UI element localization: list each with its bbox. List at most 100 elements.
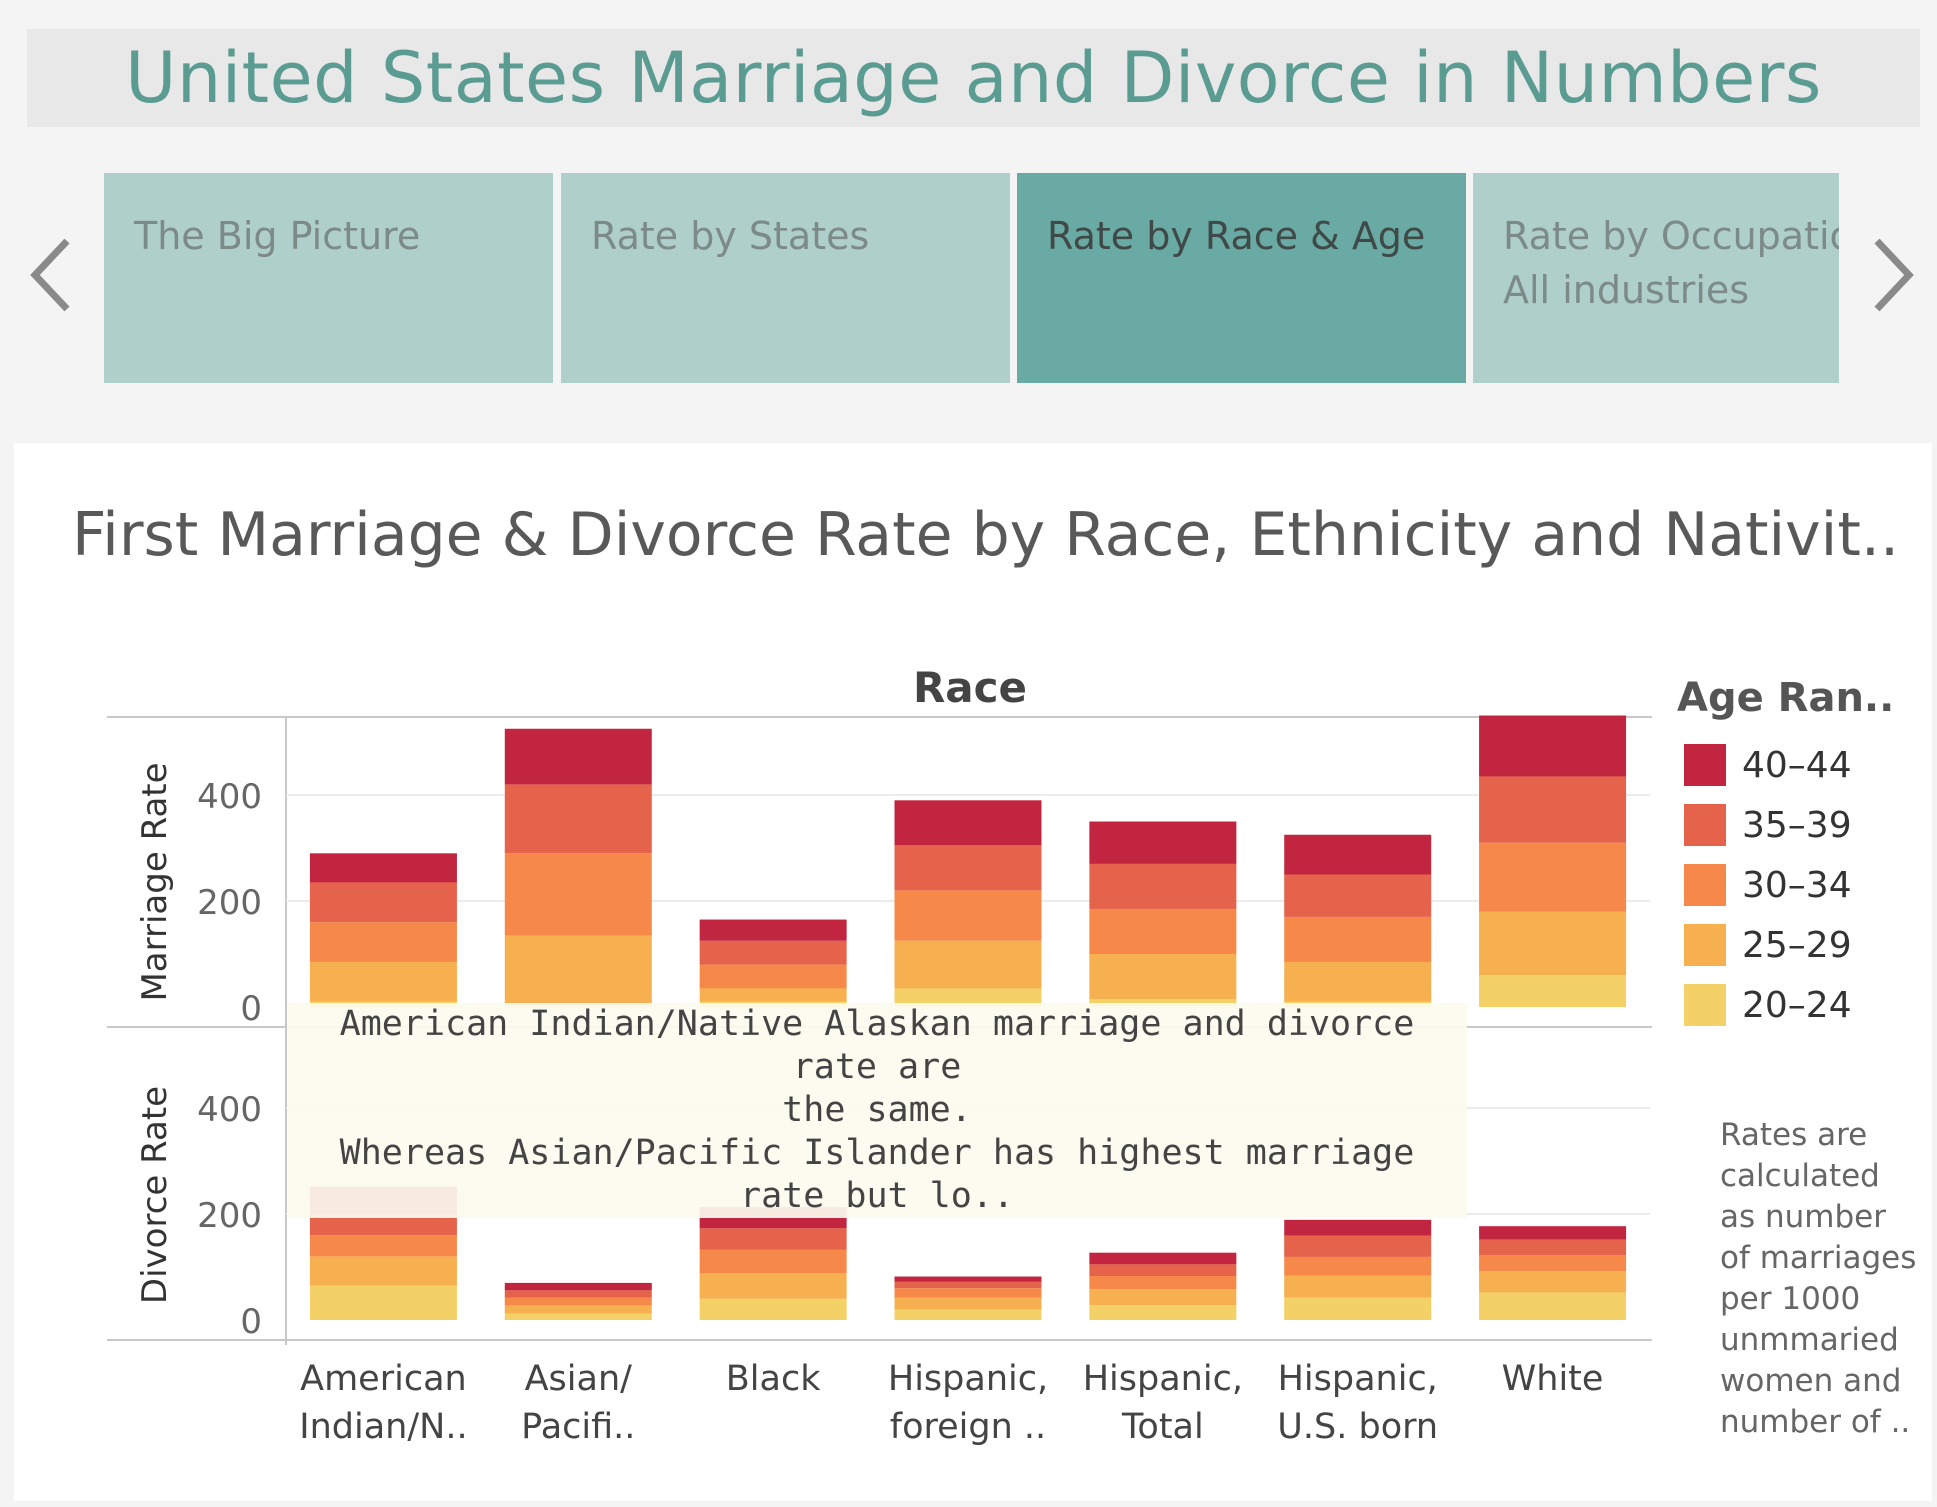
bar-segment [1284,1297,1432,1320]
bar-segment [1479,1255,1627,1272]
x-tick-label: Hispanic, [1083,1359,1243,1399]
bar-segment [1479,1271,1627,1293]
column-header: Race [913,663,1027,712]
legend-item-30-34[interactable]: 30–34 [1684,863,1852,907]
legend-label: 20–24 [1742,984,1852,1026]
bar-segment [1479,1226,1627,1240]
bar-segment [1089,1276,1237,1290]
bar-segment [894,1281,1042,1289]
story-point-sublabel: All industries [1503,268,1750,312]
bar-segment [1284,1235,1432,1257]
story-point-label: Rate by Occupation [1503,214,1839,258]
annotation-line: Whereas Asian/Pacific Islander has highe… [339,1133,1415,1216]
legend-label: 35–39 [1742,804,1852,846]
bar-segment [1089,1305,1237,1320]
bar-segment [1284,961,1432,1002]
legend-swatch [1684,804,1726,846]
bar-segment [504,935,652,1005]
bar-segment [504,1282,652,1291]
bar-segment [894,890,1042,941]
x-tick-label: Black [726,1359,821,1399]
bar-segment [1089,863,1237,909]
x-tick-label: foreign .. [890,1407,1046,1447]
bar-segment [894,1297,1042,1310]
next-story-button[interactable] [1862,230,1922,320]
story-point-rate-by-states[interactable]: Rate by States [561,173,1010,383]
bar-segment [1089,1252,1237,1265]
bar-segment [504,1313,652,1320]
bar-segment [309,1214,457,1236]
dashboard-title-bar: United States Marriage and Divorce in Nu… [27,29,1920,127]
bar-segment [309,1256,457,1286]
legend-item-20-24[interactable]: 20–24 [1684,983,1852,1027]
bar-segment [309,1285,457,1320]
bar-segment [504,1290,652,1298]
y-tick-label: 400 [197,777,262,817]
bar-segment [894,1276,1042,1282]
bar-segment [699,919,847,941]
legend-swatch [1684,984,1726,1026]
legend-item-40-44[interactable]: 40–44 [1684,743,1852,787]
bar-segment [1089,1289,1237,1306]
bar-segment [699,1249,847,1274]
y-tick-label: 200 [197,1196,262,1236]
annotation-line: American Indian/Native Alaskan marriage … [339,1004,1415,1087]
dashboard-title: United States Marriage and Divorce in Nu… [125,37,1822,119]
chart-title: First Marriage & Divorce Rate by Race, E… [72,500,1900,570]
bar-segment [1479,975,1627,1007]
bar-segment [1284,916,1432,962]
bar-segment [1479,842,1627,912]
x-tick-label: Total [1121,1407,1204,1447]
bar-segment [504,853,652,936]
bar-segment [1479,715,1627,777]
story-navigator: The Big Picture Rate by States Rate by R… [104,173,1839,383]
legend-item-35-39[interactable]: 35–39 [1684,803,1852,847]
bar-segment [1284,834,1432,875]
y-tick-label: 200 [197,883,262,923]
bar-segment [1089,1264,1237,1277]
x-tick-label: American [300,1359,467,1399]
bar-segment [1089,821,1237,864]
story-point-label: Rate by Race & Age [1047,214,1426,258]
bar-segment [1479,776,1627,843]
bar-segment [894,800,1042,846]
bar-segment [699,940,847,965]
bar-segment [309,922,457,962]
bar-segment [504,784,652,854]
story-point-big-picture[interactable]: The Big Picture [104,173,553,383]
legend-item-25-29[interactable]: 25–29 [1684,923,1852,967]
bar-segment [894,1309,1042,1320]
chevron-left-icon [30,238,70,312]
bar-segment [699,1273,847,1299]
bar-segment [894,1288,1042,1298]
bar-segment [699,964,847,989]
bar-segment [504,1305,652,1314]
story-point-rate-by-race-age[interactable]: Rate by Race & Age [1017,173,1466,383]
x-tick-label: U.S. born [1277,1407,1438,1447]
bar-segment [1479,1239,1627,1256]
story-point-label: Rate by States [591,214,870,258]
annotation-line: the same. [782,1090,972,1130]
bar-segment [309,853,457,883]
bar-segment [309,882,457,923]
bar-segment [1284,1219,1432,1236]
bar-segment [894,845,1042,891]
y-tick-label: 0 [240,989,262,1029]
story-point-rate-by-occupation[interactable]: Rate by Occupation All industries [1473,173,1839,383]
bar-segment [894,940,1042,989]
y-tick-label: 0 [240,1302,262,1342]
x-tick-label: Pacifi.. [521,1407,635,1447]
legend-swatch [1684,924,1726,966]
legend-title: Age Ran.. [1677,675,1895,721]
bar-segment [309,1235,457,1257]
y-axis-label: Divorce Rate [135,1086,175,1304]
legend-label: 40–44 [1742,744,1852,786]
previous-story-button[interactable] [22,230,82,320]
bar-segment [1479,911,1627,976]
y-axis-label: Marriage Rate [135,762,175,1001]
legend-label: 25–29 [1742,924,1852,966]
bar-segment [1284,1256,1432,1276]
x-tick-label: Hispanic, [888,1359,1048,1399]
x-tick-label: Hispanic, [1278,1359,1438,1399]
